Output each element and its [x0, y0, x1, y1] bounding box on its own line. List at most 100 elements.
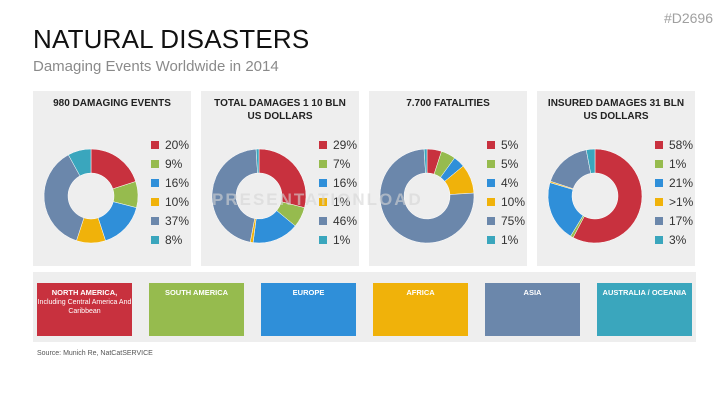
watermark: PRESENTATIONLOAD	[212, 190, 423, 209]
chart-panel: TOTAL DAMAGES 1 10 BLN US DOLLARS 29% 7% 1…	[201, 91, 359, 266]
donut-slice	[43, 154, 85, 242]
source-note: Source: Munich Re, NatCatSERVICE	[37, 350, 153, 357]
legend-swatch	[655, 178, 663, 187]
region-africa: AFRICA	[373, 283, 468, 336]
legend-swatch	[319, 197, 327, 206]
legend-item: 10%	[151, 192, 189, 211]
donut-chart	[379, 148, 475, 244]
legend-swatch	[487, 216, 495, 225]
legend-value: 9%	[165, 156, 183, 171]
donut-chart	[547, 148, 643, 244]
donut-chart	[43, 148, 139, 244]
chart-title: 7.700 FATALITIES	[406, 98, 490, 109]
donut-slice	[211, 148, 258, 243]
donut-slice	[90, 148, 137, 190]
legend-swatch	[151, 216, 159, 225]
donut-chart	[211, 148, 307, 244]
legend-value: 5%	[501, 156, 519, 171]
region-australia-oceania: AUSTRALIA / OCEANIA	[597, 283, 692, 336]
legend-value: 29%	[333, 137, 358, 152]
page-subtitle: Damaging Events Worldwide in 2014	[33, 58, 279, 75]
region-subtext: Including Central America And Caribbean	[37, 298, 132, 316]
legend-value: 46%	[333, 213, 358, 228]
region-name: AFRICA	[406, 288, 435, 297]
region-name: SOUTH AMERICA	[164, 288, 229, 297]
legend-swatch	[655, 159, 663, 168]
legend-value: 10%	[501, 194, 526, 209]
legend-value: 21%	[669, 175, 694, 190]
chart-legend: 20% 9% 16% 10% 37% 8%	[151, 135, 189, 249]
chart-panel: 980 DAMAGING EVENTS 20% 9% 16% 10% 37% 8%	[33, 91, 191, 266]
legend-swatch	[655, 140, 663, 149]
legend-value: 17%	[669, 213, 694, 228]
legend-value: 20%	[165, 137, 190, 152]
legend-item: 4%	[487, 173, 525, 192]
legend-swatch	[487, 178, 495, 187]
legend-swatch	[151, 235, 159, 244]
legend-item: 17%	[655, 211, 693, 230]
legend-swatch	[319, 235, 327, 244]
legend-value: 5%	[501, 137, 519, 152]
donut-slice	[585, 148, 596, 174]
region-legend-band: NORTH AMERICA, Including Central America…	[33, 272, 696, 342]
chart-legend: 29% 7% 16% 1% 46% 1%	[319, 135, 357, 249]
legend-swatch	[487, 197, 495, 206]
donut-slice	[572, 148, 643, 244]
legend-value: 16%	[165, 175, 190, 190]
legend-item: 1%	[319, 192, 357, 211]
legend-swatch	[151, 178, 159, 187]
legend-value: >1%	[669, 194, 694, 209]
legend-value: 1%	[669, 156, 687, 171]
legend-swatch	[487, 159, 495, 168]
legend-swatch	[319, 159, 327, 168]
legend-item: 1%	[487, 230, 525, 249]
chart-title: 980 DAMAGING EVENTS	[53, 98, 171, 109]
chart-panel: INSURED DAMAGES 31 BLN US DOLLARS 58% 1% 2…	[537, 91, 695, 266]
legend-item: 3%	[655, 230, 693, 249]
legend-value: 10%	[165, 194, 190, 209]
legend-swatch	[151, 140, 159, 149]
chart-title: TOTAL DAMAGES 1 10 BLN US DOLLARS	[214, 98, 346, 122]
legend-value: 37%	[165, 213, 190, 228]
legend-item: 1%	[319, 230, 357, 249]
legend-item: 1%	[655, 154, 693, 173]
legend-swatch	[151, 197, 159, 206]
legend-value: 8%	[165, 232, 183, 247]
donut-slice	[255, 148, 260, 174]
donut-slice	[423, 148, 428, 174]
legend-item: 58%	[655, 135, 693, 154]
legend-value: 58%	[669, 137, 694, 152]
legend-item: 5%	[487, 154, 525, 173]
legend-item: 5%	[487, 135, 525, 154]
chart-legend: 58% 1% 21% >1% 17% 3%	[655, 135, 693, 249]
legend-item: 8%	[151, 230, 189, 249]
region-south-america: SOUTH AMERICA	[149, 283, 244, 336]
legend-value: 3%	[669, 232, 687, 247]
legend-swatch	[151, 159, 159, 168]
legend-swatch	[319, 140, 327, 149]
legend-item: 20%	[151, 135, 189, 154]
donut-slice	[68, 148, 92, 177]
chart-title: INSURED DAMAGES 31 BLN US DOLLARS	[547, 98, 685, 122]
legend-swatch	[487, 140, 495, 149]
legend-swatch	[319, 178, 327, 187]
legend-item: 21%	[655, 173, 693, 192]
legend-swatch	[655, 216, 663, 225]
legend-item: >1%	[655, 192, 693, 211]
donut-slice	[379, 148, 475, 244]
slide-id-tag: #D2696	[663, 10, 713, 26]
donut-slice	[550, 149, 592, 190]
legend-item: 46%	[319, 211, 357, 230]
legend-value: 1%	[333, 194, 351, 209]
legend-swatch	[655, 197, 663, 206]
region-asia: ASIA	[485, 283, 580, 336]
region-north-america: NORTH AMERICA, Including Central America…	[37, 283, 132, 336]
legend-item: 29%	[319, 135, 357, 154]
legend-value: 1%	[333, 232, 351, 247]
region-name: EUROPE	[292, 288, 325, 297]
legend-item: 10%	[487, 192, 525, 211]
legend-swatch	[655, 235, 663, 244]
region-europe: EUROPE	[261, 283, 356, 336]
legend-value: 1%	[501, 232, 519, 247]
legend-value: 4%	[501, 175, 519, 190]
